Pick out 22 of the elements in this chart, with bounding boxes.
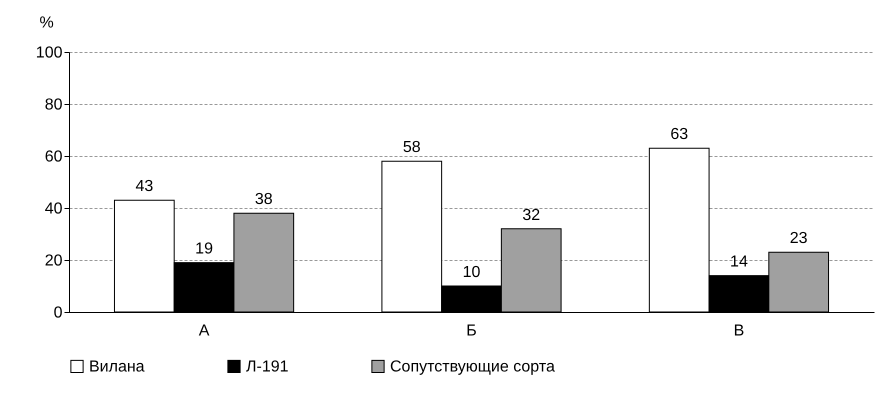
data-label: 58 — [402, 139, 421, 156]
data-label: 19 — [195, 240, 214, 258]
y-tick-label: 0 — [54, 304, 63, 322]
y-axis-title: % — [40, 14, 54, 32]
data-label: 10 — [462, 264, 480, 281]
data-label: 14 — [730, 254, 748, 271]
data-label: 38 — [254, 191, 273, 208]
data-label: 63 — [670, 126, 688, 144]
y-tick-label: 80 — [44, 96, 63, 114]
y-tick-label: 20 — [44, 252, 63, 270]
y-tick-label: 40 — [44, 200, 63, 218]
y-tick-label: 60 — [44, 148, 63, 166]
x-tick-label: В — [734, 322, 744, 340]
x-tick-label: Б — [466, 322, 477, 340]
data-label: 43 — [135, 178, 154, 196]
data-label: 23 — [790, 230, 808, 248]
x-tick-label: А — [198, 322, 210, 340]
y-tick-label: 100 — [36, 44, 63, 62]
legend-label: Сопутствующие сорта — [390, 358, 555, 376]
legend-label: Л-191 — [246, 358, 289, 376]
legend-label: Вилана — [89, 358, 145, 376]
data-label: 32 — [522, 206, 540, 224]
